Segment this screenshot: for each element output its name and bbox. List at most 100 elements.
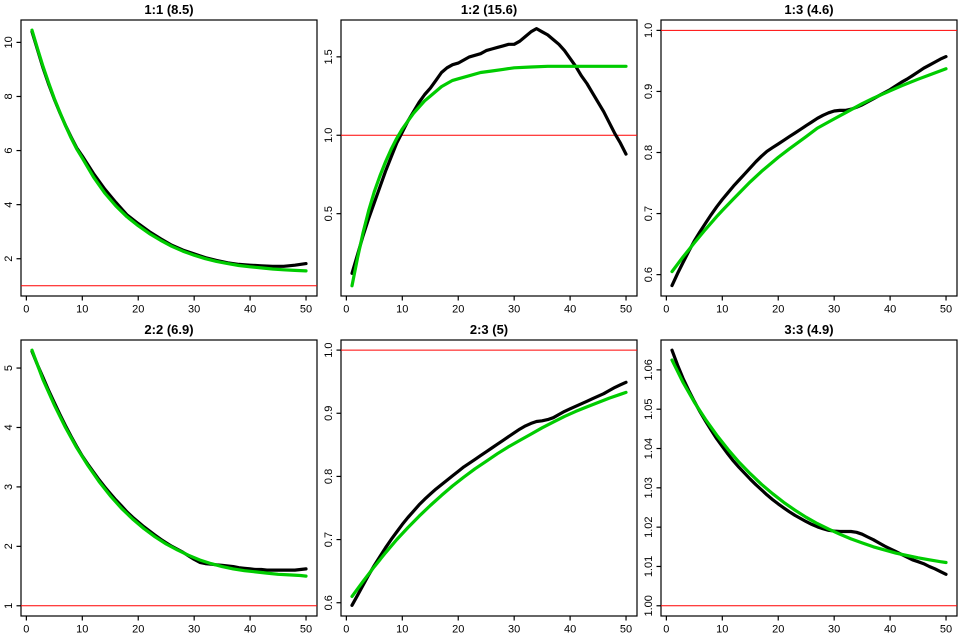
x-tick-label: 50 [300,304,312,316]
plot-box [660,19,958,297]
y-tick-label: 0.9 [643,84,655,99]
y-tick-label: 1.05 [643,398,655,419]
plot-box [340,339,638,617]
plot-box [340,19,638,297]
y-tick-label: 1.01 [643,556,655,577]
y-tick-label: 5 [3,365,15,371]
y-tick-label: 1.03 [643,477,655,498]
smoothed-curve [350,64,628,288]
x-tick-label: 40 [884,624,896,636]
observed-curve [670,54,948,288]
x-tick-label: 0 [663,304,669,316]
panel-2-3: 2:3 (5) 0 10 20 30 40 50 0.6 0.7 0.8 0.9 1.0 [320,320,640,640]
x-tick-label: 50 [620,624,632,636]
x-tick-label: 50 [940,304,952,316]
x-tick-label: 40 [884,304,896,316]
y-tick-label: 6 [3,148,15,154]
x-tick-label: 30 [828,624,840,636]
y-tick-label: 8 [3,93,15,99]
panel-3-3-title: 3:3 (4.9) [784,322,834,337]
plot-box [660,339,958,617]
x-tick-label: 0 [23,304,29,316]
x-tick-label: 30 [188,304,200,316]
x-tick-label: 20 [452,304,464,316]
panel-1-3-title: 1:3 (4.6) [784,2,834,17]
panel-1-1-title: 1:1 (8.5) [144,2,194,17]
y-tick-label: 1.04 [643,438,655,459]
x-tick-label: 30 [188,624,200,636]
panel-1-2-plot: 0 10 20 30 40 50 0.5 1.0 1.5 [323,19,638,316]
y-tick-label: 2 [3,543,15,549]
y-tick-label: 0.7 [323,532,335,547]
panel-1-3-plot: 0 10 20 30 40 50 0.6 0.7 0.8 0.9 1.0 [643,19,958,316]
y-tick-label: 0.6 [323,595,335,610]
panel-1-2-title: 1:2 (15.6) [460,2,518,17]
panel-1-1-plot: 0 10 20 30 40 50 2 4 6 8 10 [3,19,318,316]
y-tick-label: 0.7 [643,206,655,221]
x-tick-label: 10 [76,624,88,636]
x-tick-label: 0 [343,304,349,316]
x-tick-label: 20 [132,624,144,636]
x-tick-label: 50 [940,624,952,636]
x-tick-label: 50 [620,304,632,316]
panel-3-3-plot: 0 10 20 30 40 50 1.00 1.01 1.02 1.03 1.04 1.05 1.06 [643,339,958,636]
x-tick-label: 30 [508,624,520,636]
y-tick-label: 4 [3,202,15,208]
x-tick-label: 20 [772,624,784,636]
y-tick-label: 1.0 [643,23,655,38]
x-tick-label: 0 [23,624,29,636]
y-tick-label: 0.6 [643,267,655,282]
y-tick-label: 2 [3,256,15,262]
observed-curve [350,380,628,607]
plot-box [20,339,318,617]
x-tick-label: 10 [396,304,408,316]
smoothed-curve [670,358,948,565]
y-tick-label: 0.9 [323,406,335,421]
y-tick-label: 10 [3,36,15,48]
x-tick-label: 0 [663,624,669,636]
x-tick-label: 40 [564,304,576,316]
observed-curve [30,30,308,268]
y-tick-label: 1.0 [323,128,335,143]
x-tick-label: 10 [716,624,728,636]
panel-1-2: 1:2 (15.6) 0 10 20 30 40 50 0.5 1.0 1.5 [320,0,640,320]
smoothed-curve [30,348,308,578]
x-tick-label: 10 [396,624,408,636]
smoothed-curve [670,67,948,274]
x-tick-label: 30 [828,304,840,316]
y-tick-label: 1.0 [323,342,335,357]
y-tick-label: 1.5 [323,49,335,64]
x-tick-label: 0 [343,624,349,636]
panel-2-3-title: 2:3 (5) [469,322,509,337]
panel-2-2-title: 2:2 (6.9) [144,322,194,337]
smoothed-curve [30,28,308,273]
y-tick-label: 1 [3,603,15,609]
panel-1-3: 1:3 (4.6) 0 10 20 30 40 50 0.6 0.7 0.8 0.9 1.0 [640,0,960,320]
panel-2-2-plot: 0 10 20 30 40 50 1 2 3 4 5 [3,339,318,636]
y-tick-label: 1.02 [643,516,655,537]
x-tick-label: 40 [244,304,256,316]
smoothed-curve [350,390,628,598]
x-tick-label: 50 [300,624,312,636]
x-tick-label: 30 [508,304,520,316]
x-tick-label: 10 [716,304,728,316]
x-tick-label: 20 [772,304,784,316]
x-tick-label: 40 [244,624,256,636]
panel-3-3: 3:3 (4.9) 0 10 20 30 40 50 1.00 1.01 1.02 1.03 1.0… [640,320,960,640]
y-tick-label: 1.06 [643,359,655,380]
x-tick-label: 20 [132,304,144,316]
panel-1-1: 1:1 (8.5) 0 10 20 30 40 50 2 4 6 8 10 [0,0,320,320]
x-tick-label: 10 [76,304,88,316]
y-tick-label: 0.8 [643,145,655,160]
x-tick-label: 20 [452,624,464,636]
y-tick-label: 1.00 [643,595,655,616]
panel-2-3-plot: 0 10 20 30 40 50 0.6 0.7 0.8 0.9 1.0 [323,339,638,636]
observed-curve [350,27,628,275]
y-tick-label: 0.5 [323,206,335,221]
observed-curve [30,349,308,572]
y-tick-label: 4 [3,424,15,430]
plot-box [20,19,318,297]
y-tick-label: 3 [3,484,15,490]
observed-curve [670,348,948,576]
